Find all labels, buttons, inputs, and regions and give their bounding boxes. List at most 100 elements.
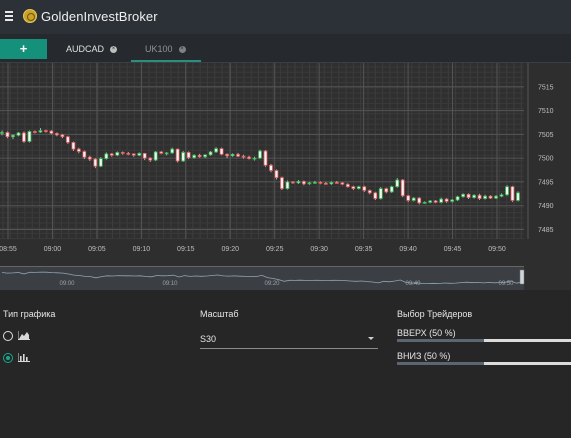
- candle-body: [203, 154, 208, 158]
- candle-body: [236, 153, 240, 157]
- chart-type-candle-radio[interactable]: [3, 353, 13, 363]
- traders-up-label: ВВЕРХ (50 %): [397, 328, 456, 338]
- scale-value: S30: [200, 334, 217, 344]
- candle-body: [334, 181, 339, 184]
- candle-body: [219, 148, 224, 155]
- candle-body: [148, 157, 153, 161]
- candle-body: [16, 132, 21, 136]
- close-icon[interactable]: ×: [178, 46, 186, 54]
- candle-body: [510, 186, 515, 201]
- candle-body: [263, 150, 268, 166]
- candle-body: [499, 194, 504, 197]
- candle-body: [351, 186, 356, 189]
- navigator-handle: [519, 269, 525, 285]
- tab-bar: [0, 34, 571, 63]
- gold-coin-icon: [23, 9, 37, 23]
- navigator-tick-label: 09:20: [264, 281, 280, 287]
- candle-body: [329, 181, 334, 185]
- candle-body: [247, 156, 251, 160]
- tab-audcad[interactable]: AUDCAD ×: [66, 39, 118, 61]
- candle-body: [153, 151, 158, 161]
- candle-body: [312, 181, 317, 184]
- x-tick-label: 08:55: [0, 246, 17, 253]
- candle-body: [411, 197, 416, 201]
- price-chart[interactable]: 08:55 09:00 09:05 09:10 09:15 09:20 09:25 09:30…: [0, 63, 571, 290]
- traders-up-fill: [397, 339, 484, 342]
- x-tick-label: 09:40: [399, 246, 417, 253]
- tab-label: AUDCAD: [66, 44, 105, 54]
- plot-area: [0, 63, 524, 239]
- candle-body: [76, 148, 81, 152]
- candle-body: [302, 181, 306, 185]
- tab-uk100[interactable]: UK100 ×: [145, 39, 186, 61]
- candle-body: [274, 170, 279, 179]
- candle-body: [477, 194, 482, 199]
- candle-body: [428, 200, 433, 203]
- candle-body: [455, 196, 460, 201]
- x-tick-label: 09:05: [88, 246, 106, 253]
- scale-select[interactable]: S30: [200, 331, 378, 349]
- hamburger-icon[interactable]: [5, 11, 13, 21]
- candle-body: [170, 148, 175, 154]
- area-chart-icon[interactable]: [18, 331, 30, 340]
- candle-body: [483, 195, 487, 199]
- y-tick-label: 7485: [538, 227, 554, 234]
- x-tick-label: 09:50: [488, 246, 506, 253]
- candlestick-chart-icon[interactable]: [18, 353, 30, 362]
- y-tick-label: 7490: [538, 203, 554, 210]
- x-tick-label: 09:25: [266, 246, 284, 253]
- close-icon[interactable]: ×: [110, 46, 118, 54]
- candle-body: [356, 186, 361, 189]
- candle-body: [340, 182, 345, 185]
- candle-body: [450, 199, 455, 202]
- brand-name: GoldenInvestBroker: [41, 9, 158, 24]
- candle-body: [131, 153, 136, 156]
- candle-body: [323, 182, 328, 185]
- candle-body: [439, 198, 444, 203]
- scale-label: Масштаб: [200, 309, 239, 319]
- candle-body: [395, 179, 400, 188]
- candle-body: [494, 195, 498, 199]
- candle-body: [461, 193, 466, 198]
- x-tick-label: 09:20: [222, 246, 240, 253]
- candle-body: [115, 152, 120, 156]
- traders-down-bar: [397, 362, 571, 365]
- candle-body: [98, 158, 103, 167]
- candle-body: [252, 157, 257, 160]
- candlestick-chart-canvas[interactable]: 08:55 09:00 09:05 09:10 09:15 09:20 09:25 09:30…: [0, 63, 571, 290]
- candle-body: [241, 155, 246, 158]
- candle-body: [269, 164, 273, 171]
- candle-body: [54, 133, 59, 136]
- candle-body: [307, 182, 312, 185]
- candle-body: [285, 181, 290, 189]
- add-tab-button[interactable]: +: [0, 39, 47, 59]
- chart-type-area-radio[interactable]: [3, 331, 13, 341]
- candle-body: [230, 153, 235, 157]
- x-tick-label: 09:10: [133, 246, 151, 253]
- candle-body: [367, 190, 372, 194]
- candle-body: [389, 186, 394, 193]
- x-tick-label: 09:15: [177, 246, 195, 253]
- traders-down-fill: [397, 362, 484, 365]
- candle-body: [49, 130, 54, 134]
- candle-body: [225, 153, 229, 157]
- candle-body: [516, 192, 520, 201]
- candle-body: [345, 183, 350, 188]
- candle-body: [378, 188, 383, 199]
- candle-body: [11, 134, 15, 138]
- candle-body: [291, 181, 295, 184]
- candle-body: [93, 158, 98, 167]
- candle-body: [505, 186, 509, 196]
- candle-body: [33, 131, 37, 133]
- tab-active-indicator: [131, 60, 201, 62]
- candle-body: [175, 148, 180, 162]
- candle-body: [472, 194, 476, 199]
- chevron-down-icon: [368, 337, 374, 340]
- candle-body: [422, 201, 427, 204]
- candle-body: [362, 186, 367, 191]
- navigator-tick-label: 09:10: [162, 281, 178, 287]
- x-tick-label: 09:45: [444, 246, 462, 253]
- candle-body: [27, 131, 32, 142]
- candle-body: [296, 181, 301, 184]
- candle-body: [142, 152, 147, 159]
